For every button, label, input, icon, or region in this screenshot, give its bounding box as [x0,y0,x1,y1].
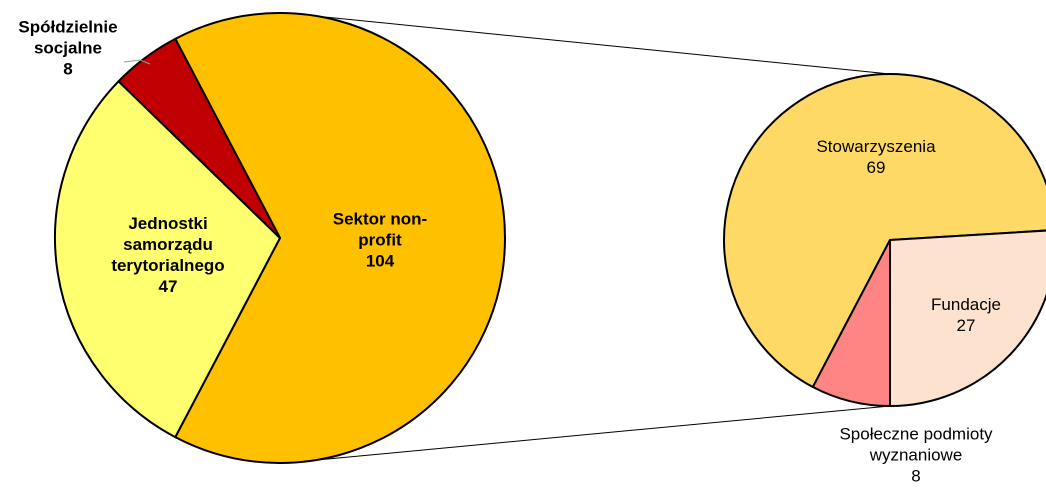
pie-slice [117,37,281,239]
slice-label: Fundacje 27 [906,294,1026,336]
slice-label: Spółdzielnie socjalne 8 [3,17,133,80]
pie-slice [723,73,1046,388]
slice-label: Jednostki samorządu terytorialnego 47 [93,213,243,297]
pie-slice [811,239,891,407]
slice-value: 8 [911,466,921,486]
slice-name: Jednostki samorządu terytorialnego [111,214,225,275]
slice-name: Spółdzielnie socjalne [18,17,118,58]
connector-line [284,405,891,464]
slice-name: Fundacje [931,295,1001,314]
slice-value: 69 [866,158,886,177]
leader-line [123,59,151,65]
slice-name: Społeczne podmioty wyznaniowe [839,424,993,465]
slice-name: Sektor non-profit [332,209,428,250]
slice-value: 47 [158,277,178,296]
pie-slice [889,229,1046,407]
pie-slice [174,12,506,464]
pie-slice [54,80,281,439]
slice-value: 8 [63,59,73,79]
connector-line [284,12,891,75]
slice-value: 104 [365,251,395,271]
slice-label: Społeczne podmioty wyznaniowe 8 [816,424,1016,487]
slice-name: Stowarzyszenia [816,137,936,156]
slice-label: Stowarzyszenia 69 [786,136,966,178]
slice-label: Sektor non-profit 104 [325,209,435,272]
slice-value: 27 [956,316,976,335]
